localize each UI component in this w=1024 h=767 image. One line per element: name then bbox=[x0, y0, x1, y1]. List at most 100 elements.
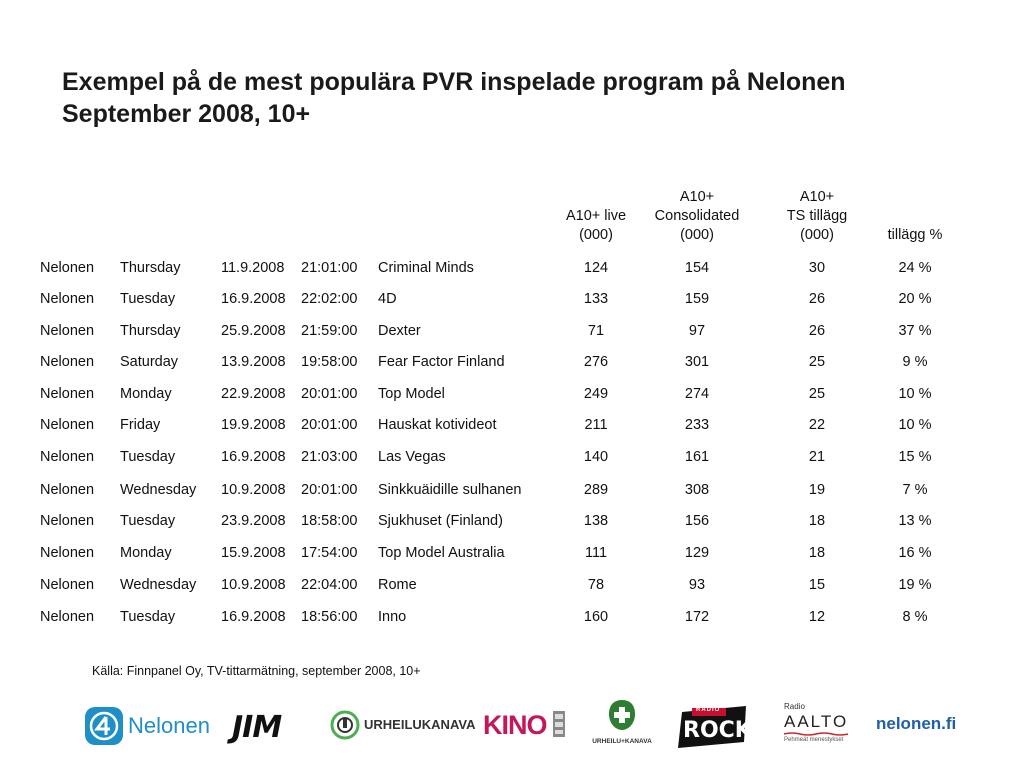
cell-consolidated: 274 bbox=[684, 386, 710, 402]
urheilu-plus-logo: URHEILU+KANAVA bbox=[590, 698, 654, 756]
table-row: Nelonen Tuesday 16.9.2008 21:03:00 Las V… bbox=[0, 445, 1024, 469]
cell-consolidated: 159 bbox=[684, 291, 710, 307]
cell-pct: 10 % bbox=[898, 386, 932, 402]
cell-live: 140 bbox=[583, 449, 609, 465]
cell-ts: 19 bbox=[808, 482, 826, 498]
cell-date: 23.9.2008 bbox=[221, 513, 286, 529]
table-row: Nelonen Tuesday 16.9.2008 18:56:00 Inno … bbox=[0, 605, 1024, 629]
cell-time: 20:01:00 bbox=[301, 386, 358, 402]
cell-consolidated: 161 bbox=[684, 449, 710, 465]
title-line-1: Exempel på de mest populära PVR inspelad… bbox=[62, 68, 846, 96]
cell-date: 13.9.2008 bbox=[221, 354, 286, 370]
cell-date: 11.9.2008 bbox=[221, 260, 285, 276]
rock-top-label: RADIO bbox=[696, 707, 721, 713]
cell-live: 249 bbox=[583, 386, 609, 402]
cell-channel: Nelonen bbox=[40, 417, 95, 433]
cell-pct: 15 % bbox=[898, 449, 932, 465]
cell-time: 20:01:00 bbox=[301, 417, 358, 433]
cell-day: Wednesday bbox=[120, 482, 197, 498]
cell-pct: 7 % bbox=[902, 482, 928, 498]
cell-consolidated: 129 bbox=[684, 545, 710, 561]
cell-program: Rome bbox=[378, 577, 417, 593]
cell-date: 22.9.2008 bbox=[221, 386, 286, 402]
cell-time: 17:54:00 bbox=[301, 545, 358, 561]
cell-time: 19:58:00 bbox=[301, 354, 358, 370]
cell-time: 18:56:00 bbox=[301, 609, 358, 625]
kino-logo: KINO bbox=[483, 708, 565, 741]
cell-channel: Nelonen bbox=[40, 291, 95, 307]
cell-consolidated: 172 bbox=[684, 609, 710, 625]
aalto-wave-icon bbox=[784, 732, 849, 736]
cell-time: 22:04:00 bbox=[301, 577, 358, 593]
cell-time: 18:58:00 bbox=[301, 513, 358, 529]
table-row: Nelonen Saturday 13.9.2008 19:58:00 Fear… bbox=[0, 350, 1024, 374]
table-row: Nelonen Thursday 25.9.2008 21:59:00 Dext… bbox=[0, 319, 1024, 343]
cell-consolidated: 154 bbox=[684, 260, 710, 276]
cell-channel: Nelonen bbox=[40, 260, 95, 276]
cell-program: Fear Factor Finland bbox=[378, 354, 505, 370]
table-row: Nelonen Monday 15.9.2008 17:54:00 Top Mo… bbox=[0, 541, 1024, 565]
urheilukanava-wordmark: URHEILUKANAVA bbox=[364, 717, 476, 732]
cell-channel: Nelonen bbox=[40, 354, 95, 370]
cell-live: 138 bbox=[583, 513, 609, 529]
cell-time: 20:01:00 bbox=[301, 482, 358, 498]
cell-channel: Nelonen bbox=[40, 449, 95, 465]
cell-live: 289 bbox=[583, 482, 609, 498]
cell-pct: 24 % bbox=[898, 260, 932, 276]
kino-side-icon bbox=[552, 711, 565, 737]
table-row: Nelonen Friday 19.9.2008 20:01:00 Hauska… bbox=[0, 413, 1024, 437]
table-row: Nelonen Tuesday 16.9.2008 22:02:00 4D 13… bbox=[0, 287, 1024, 311]
nelonen-fi-wordmark: nelonen.fi bbox=[876, 714, 957, 733]
cell-live: 124 bbox=[583, 260, 609, 276]
cell-time: 21:59:00 bbox=[301, 323, 358, 339]
cell-program: Sjukhuset (Finland) bbox=[378, 513, 503, 529]
table-row: Nelonen Monday 22.9.2008 20:01:00 Top Mo… bbox=[0, 382, 1024, 406]
cell-channel: Nelonen bbox=[40, 609, 95, 625]
radio-aalto-logo: Radio AALTO Pehmeät menestykset bbox=[782, 702, 862, 748]
cell-live: 71 bbox=[587, 323, 605, 339]
cell-program: Dexter bbox=[378, 323, 421, 339]
source-note: Källa: Finnpanel Oy, TV-tittarmätning, s… bbox=[92, 664, 421, 678]
cell-ts: 25 bbox=[808, 354, 826, 370]
cell-ts: 30 bbox=[808, 260, 826, 276]
aalto-radio-label: Radio bbox=[784, 702, 805, 711]
header-tillagg-pct: tillägg % bbox=[887, 227, 943, 243]
cell-program: 4D bbox=[378, 291, 397, 307]
cell-live: 276 bbox=[583, 354, 609, 370]
cell-day: Tuesday bbox=[120, 449, 176, 465]
cell-day: Tuesday bbox=[120, 513, 176, 529]
cell-date: 25.9.2008 bbox=[221, 323, 286, 339]
kino-wordmark: KINO bbox=[483, 710, 547, 740]
cell-date: 15.9.2008 bbox=[221, 545, 286, 561]
cell-date: 16.9.2008 bbox=[221, 291, 286, 307]
table-row: Nelonen Tuesday 23.9.2008 18:58:00 Sjukh… bbox=[0, 509, 1024, 533]
cell-date: 16.9.2008 bbox=[221, 609, 286, 625]
cell-channel: Nelonen bbox=[40, 545, 95, 561]
urheilukanava-icon bbox=[330, 710, 360, 740]
nelonen-4-icon bbox=[85, 707, 123, 745]
table-row: Nelonen Wednesday 10.9.2008 22:04:00 Rom… bbox=[0, 573, 1024, 597]
cell-ts: 18 bbox=[808, 513, 826, 529]
table-row: Nelonen Wednesday 10.9.2008 20:01:00 Sin… bbox=[0, 478, 1024, 502]
cell-date: 16.9.2008 bbox=[221, 449, 286, 465]
cell-consolidated: 93 bbox=[688, 577, 706, 593]
cell-pct: 9 % bbox=[902, 354, 928, 370]
cell-day: Thursday bbox=[120, 260, 181, 276]
cell-channel: Nelonen bbox=[40, 513, 95, 529]
cell-day: Thursday bbox=[120, 323, 181, 339]
urheilukanava-logo: URHEILUKANAVA bbox=[330, 708, 480, 744]
cell-program: Las Vegas bbox=[378, 449, 446, 465]
cell-time: 22:02:00 bbox=[301, 291, 358, 307]
cell-program: Top Model bbox=[378, 386, 445, 402]
cell-ts: 25 bbox=[808, 386, 826, 402]
table-row: Nelonen Thursday 11.9.2008 21:01:00 Crim… bbox=[0, 256, 1024, 280]
cell-live: 211 bbox=[584, 417, 608, 433]
cell-day: Tuesday bbox=[120, 609, 176, 625]
cell-day: Saturday bbox=[120, 354, 179, 370]
cell-ts: 26 bbox=[808, 291, 826, 307]
header-a10-ts-tillagg: A10+ TS tillägg (000) bbox=[786, 189, 848, 243]
nelonen-logo: Nelonen bbox=[84, 706, 210, 746]
cell-day: Wednesday bbox=[120, 577, 197, 593]
cell-date: 19.9.2008 bbox=[221, 417, 286, 433]
cell-consolidated: 156 bbox=[684, 513, 710, 529]
